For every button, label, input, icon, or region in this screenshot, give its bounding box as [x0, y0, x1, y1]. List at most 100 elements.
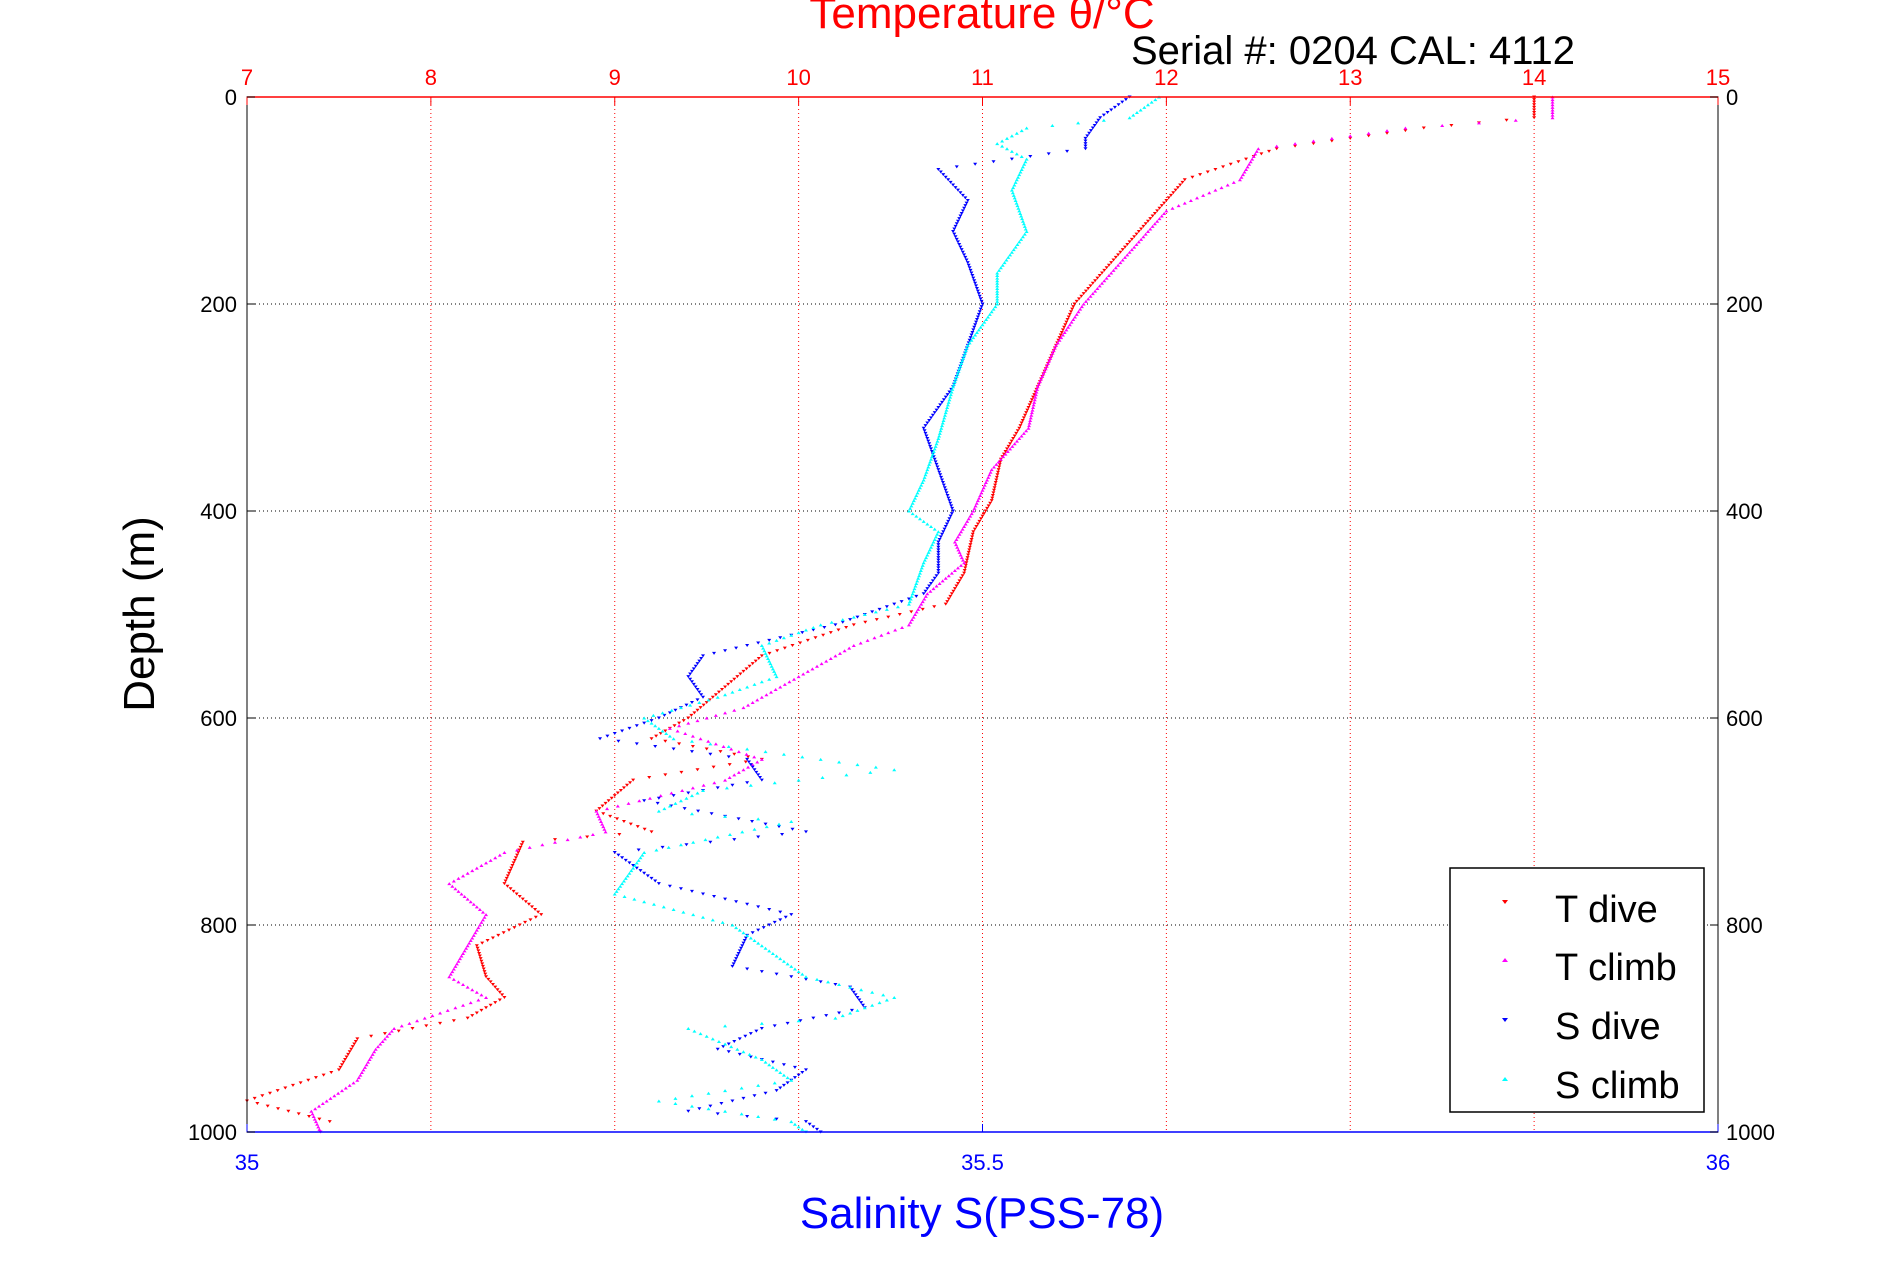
data-point [1014, 178, 1019, 182]
data-point [959, 211, 964, 215]
data-point [973, 281, 978, 285]
data-point [899, 600, 904, 604]
data-point [680, 788, 685, 792]
data-point [1101, 118, 1106, 122]
data-point [735, 1047, 740, 1051]
data-point [1267, 149, 1272, 153]
data-point [709, 812, 714, 816]
data-point [1088, 284, 1093, 288]
data-point [767, 659, 772, 663]
data-point [959, 563, 964, 567]
data-point [936, 530, 941, 534]
data-point [789, 633, 794, 637]
data-point [1066, 325, 1071, 329]
data-point [1231, 180, 1236, 184]
data-point [781, 1073, 786, 1077]
data-point [596, 814, 601, 818]
data-point [507, 928, 512, 932]
data-point [519, 843, 524, 847]
data-point [745, 967, 750, 971]
data-point [1086, 297, 1091, 301]
data-point [1047, 359, 1052, 363]
data-point [1142, 105, 1147, 109]
data-point [616, 853, 621, 857]
data-point [937, 537, 942, 541]
data-point [511, 861, 516, 865]
data-point [1153, 98, 1158, 102]
data-point [350, 1045, 355, 1049]
data-point [752, 682, 757, 686]
data-point [741, 1050, 746, 1054]
data-point [965, 199, 970, 202]
data-point [1244, 167, 1249, 171]
data-point [990, 496, 995, 500]
data-point [756, 641, 761, 645]
data-point [995, 292, 1000, 296]
data-point [1329, 136, 1334, 140]
data-point [712, 781, 717, 785]
data-point [1111, 268, 1116, 272]
data-point [634, 742, 639, 746]
data-point [840, 620, 845, 624]
data-point [949, 571, 954, 575]
data-point [969, 537, 974, 541]
data-point [953, 224, 958, 228]
data-point [1009, 134, 1014, 138]
data-point [634, 866, 639, 870]
data-point [1213, 188, 1218, 192]
data-point [723, 897, 728, 901]
data-point [343, 1058, 348, 1062]
grid [247, 97, 1718, 1132]
data-point [947, 398, 952, 402]
data-point [980, 323, 985, 327]
data-point [669, 708, 674, 712]
data-point [1198, 173, 1203, 177]
data-point [925, 592, 930, 596]
data-point [985, 478, 990, 482]
data-point [932, 527, 937, 531]
data-point [1092, 123, 1097, 127]
data-point [1250, 157, 1255, 161]
data-point [1190, 175, 1195, 179]
top-axis-tick-label: 9 [609, 65, 621, 90]
data-point [482, 915, 487, 919]
data-point [706, 739, 711, 743]
data-point [617, 832, 622, 836]
data-point [974, 501, 979, 505]
data-point [715, 835, 720, 839]
data-point [1109, 271, 1114, 275]
legend-entry-s-dive: S dive [1555, 1006, 1661, 1048]
data-point [1032, 398, 1037, 402]
data-point [737, 1037, 742, 1041]
data-point [1019, 155, 1024, 159]
data-point [628, 822, 633, 826]
data-point [745, 747, 750, 751]
data-point [653, 879, 658, 883]
data-point [967, 266, 972, 270]
data-point [355, 1078, 360, 1082]
data-point [842, 649, 847, 653]
data-point [1012, 442, 1017, 446]
data-point [1015, 242, 1020, 246]
top-axis-tick-label: 12 [1154, 65, 1178, 90]
data-point [774, 1068, 779, 1072]
data-point [1097, 284, 1102, 288]
data-point [763, 1091, 768, 1095]
data-point [1010, 191, 1015, 195]
data-point [967, 338, 972, 342]
data-point [710, 695, 715, 699]
left-axis-tick-label: 1000 [188, 1120, 237, 1145]
data-point [1055, 341, 1060, 345]
data-point [605, 734, 610, 738]
data-point [1155, 209, 1160, 213]
data-point [735, 954, 740, 958]
data-point [695, 768, 700, 772]
data-point [936, 561, 941, 565]
data-point [298, 1081, 303, 1085]
data-point [840, 1014, 845, 1018]
data-point [965, 556, 970, 560]
data-point [689, 669, 694, 673]
data-point [382, 1032, 387, 1036]
data-point [1176, 204, 1181, 208]
data-point [818, 623, 823, 627]
